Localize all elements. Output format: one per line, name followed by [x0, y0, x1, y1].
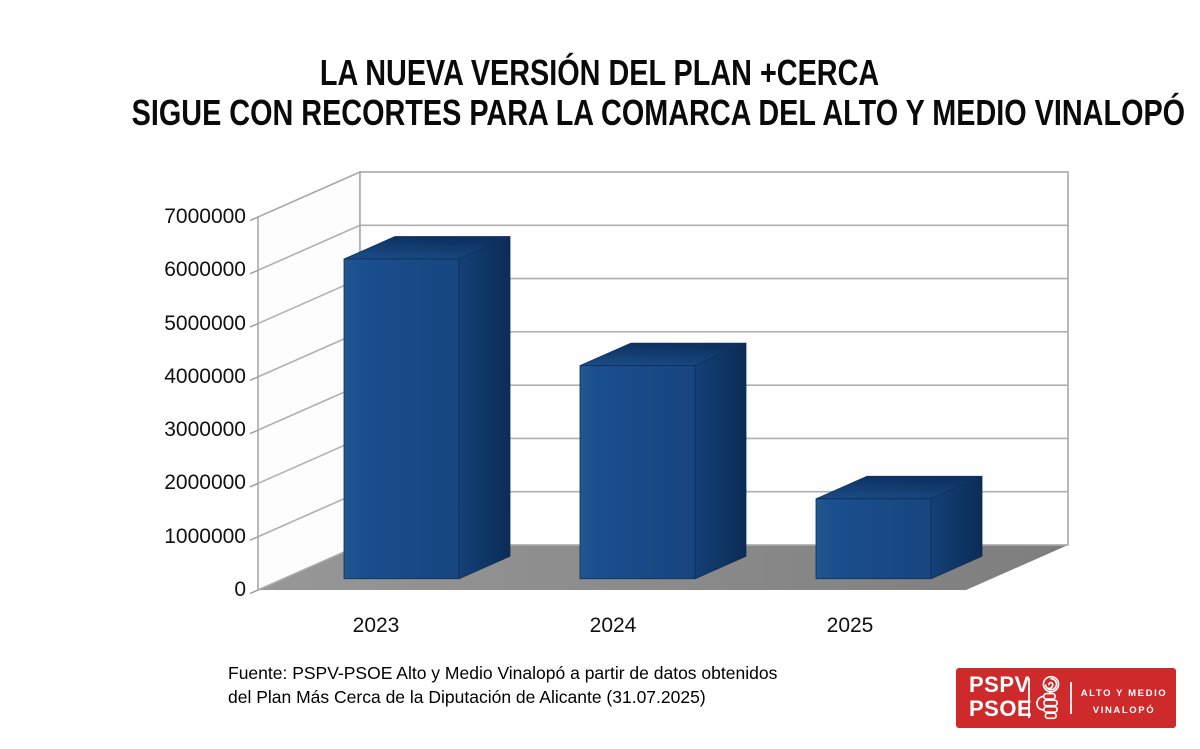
y-axis-label: 6000000	[164, 258, 246, 281]
psoe-fist-and-rose-icon	[1036, 675, 1060, 720]
y-axis-label: 2000000	[164, 471, 246, 494]
chart-title-line1: LA NUEVA VERSIÓN DEL PLAN +CERCA	[320, 52, 880, 93]
bar-2023-side-face	[458, 235, 511, 580]
chart-title-line2: SIGUE CON RECORTES PARA LA COMARCA DEL A…	[131, 92, 1186, 133]
logo-party-line2: PSOE	[969, 695, 1033, 721]
bar-2024-front-face	[579, 365, 696, 580]
pspv-psoe-logo: PSPV PSOE ALTO Y MEDIO VINALOPÓ	[956, 668, 1176, 728]
x-axis-label-2023: 2023	[352, 614, 400, 637]
logo-region-line2: VINALOPÓ	[1092, 705, 1156, 716]
bar-2023-front-face	[343, 258, 460, 580]
y-axis-label: 3000000	[164, 418, 246, 441]
logo-region-line1: ALTO Y MEDIO	[1080, 688, 1168, 699]
logo-divider	[1070, 682, 1072, 714]
logo-party-text: PSPV PSOE	[969, 673, 1032, 720]
x-axis-label-2025: 2025	[826, 614, 874, 637]
bar-2023	[343, 235, 511, 580]
bar-2024-side-face	[694, 342, 747, 580]
logo-divider	[1028, 678, 1030, 718]
source-line1: Fuente: PSPV-PSOE Alto y Medio Vinalopó …	[228, 663, 778, 683]
bar-2025-front-face	[815, 498, 932, 580]
x-axis-label-2024: 2024	[589, 614, 637, 637]
y-axis-ticks	[249, 216, 259, 595]
logo-party-line1: PSPV	[969, 672, 1030, 697]
bars	[343, 235, 983, 580]
logo-region-text: ALTO Y MEDIO VINALOPÓ	[1077, 685, 1171, 719]
y-axis-label: 5000000	[164, 312, 246, 335]
source-line2: del Plan Más Cerca de la Diputación de A…	[228, 687, 706, 707]
y-axis-label: 4000000	[164, 365, 246, 388]
bar-2025	[815, 475, 983, 580]
chart-title: LA NUEVA VERSIÓN DEL PLAN +CERCA SIGUE C…	[0, 53, 1200, 133]
y-axis-label: 1000000	[164, 525, 246, 548]
y-axis-label: 0	[234, 578, 246, 601]
y-axis-label: 7000000	[164, 205, 246, 228]
bar-2024	[579, 342, 747, 580]
source-attribution: Fuente: PSPV-PSOE Alto y Medio Vinalopó …	[228, 661, 777, 709]
